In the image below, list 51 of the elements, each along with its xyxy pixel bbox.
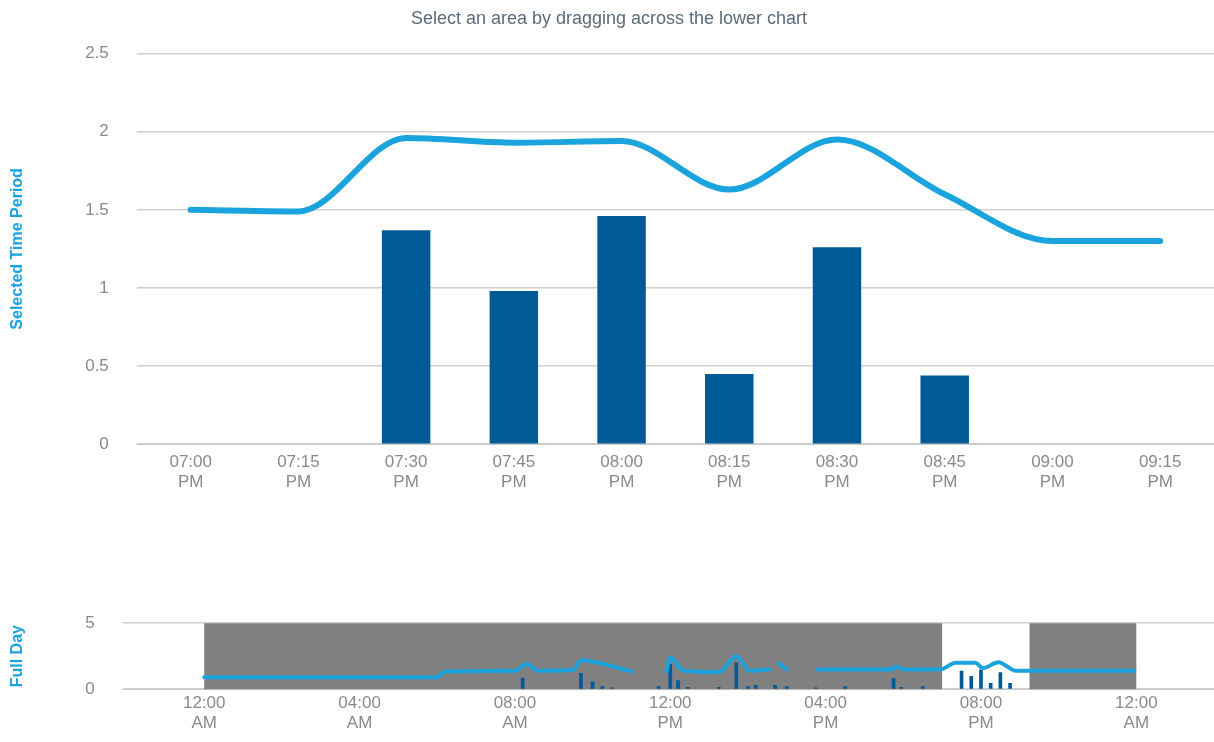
x-tick-label: 08:00 AM bbox=[493, 693, 537, 733]
x-tick-label: 07:45 PM bbox=[492, 452, 536, 492]
bar bbox=[812, 247, 862, 444]
y-tick-label: 5 bbox=[85, 612, 95, 632]
bar bbox=[773, 684, 777, 689]
bar bbox=[734, 662, 739, 689]
bar bbox=[920, 686, 925, 689]
y-tick-label: 0.5 bbox=[85, 355, 109, 375]
chart-title: Select an area by dragging across the lower chart bbox=[410, 7, 808, 28]
x-tick-label: 04:00 PM bbox=[804, 693, 847, 733]
bar bbox=[920, 375, 969, 444]
x-tick-label: 08:45 PM bbox=[923, 452, 966, 492]
x-tick-label: 09:15 PM bbox=[1138, 452, 1182, 492]
bar bbox=[843, 686, 847, 689]
y-axis-title: Full Day bbox=[8, 624, 26, 688]
x-tick-label: 08:30 PM bbox=[815, 452, 859, 492]
bar bbox=[746, 686, 750, 689]
y-tick-label: 0 bbox=[85, 678, 95, 698]
bar bbox=[1008, 683, 1012, 689]
bar bbox=[668, 663, 673, 689]
bar bbox=[489, 291, 539, 444]
bar bbox=[753, 684, 758, 689]
x-tick-label: 12:00 PM bbox=[649, 693, 692, 733]
bar bbox=[784, 686, 789, 689]
x-tick-label: 12:00 AM bbox=[1115, 693, 1158, 733]
bar bbox=[656, 686, 661, 689]
x-tick-label: 07:15 PM bbox=[277, 452, 320, 492]
x-tick-label: 08:00 PM bbox=[600, 452, 643, 492]
y-tick-label: 1.5 bbox=[85, 199, 109, 219]
bar bbox=[579, 673, 583, 689]
bar bbox=[600, 686, 605, 689]
bar bbox=[520, 677, 525, 689]
y-tick-label: 0 bbox=[99, 433, 109, 453]
x-tick-label: 09:00 PM bbox=[1031, 452, 1074, 492]
x-tick-label: 07:00 PM bbox=[169, 452, 212, 492]
bar bbox=[676, 680, 680, 689]
x-tick-label: 12:00 AM bbox=[182, 693, 226, 733]
bar bbox=[381, 230, 431, 444]
x-tick-label: 07:30 PM bbox=[384, 452, 428, 492]
x-tick-label: 04:00 AM bbox=[338, 693, 381, 733]
bar bbox=[988, 682, 993, 689]
x-tick-label: 08:00 PM bbox=[959, 693, 1003, 733]
y-tick-label: 1 bbox=[99, 277, 109, 297]
y-tick-label: 2 bbox=[99, 121, 109, 141]
bar bbox=[705, 373, 754, 444]
bar bbox=[969, 675, 974, 689]
y-tick-label: 2.5 bbox=[85, 43, 109, 63]
y-axis-title: Selected Time Period bbox=[8, 168, 26, 330]
bar bbox=[979, 669, 983, 689]
bar bbox=[597, 216, 646, 444]
x-tick-label: 08:15 PM bbox=[708, 452, 751, 492]
